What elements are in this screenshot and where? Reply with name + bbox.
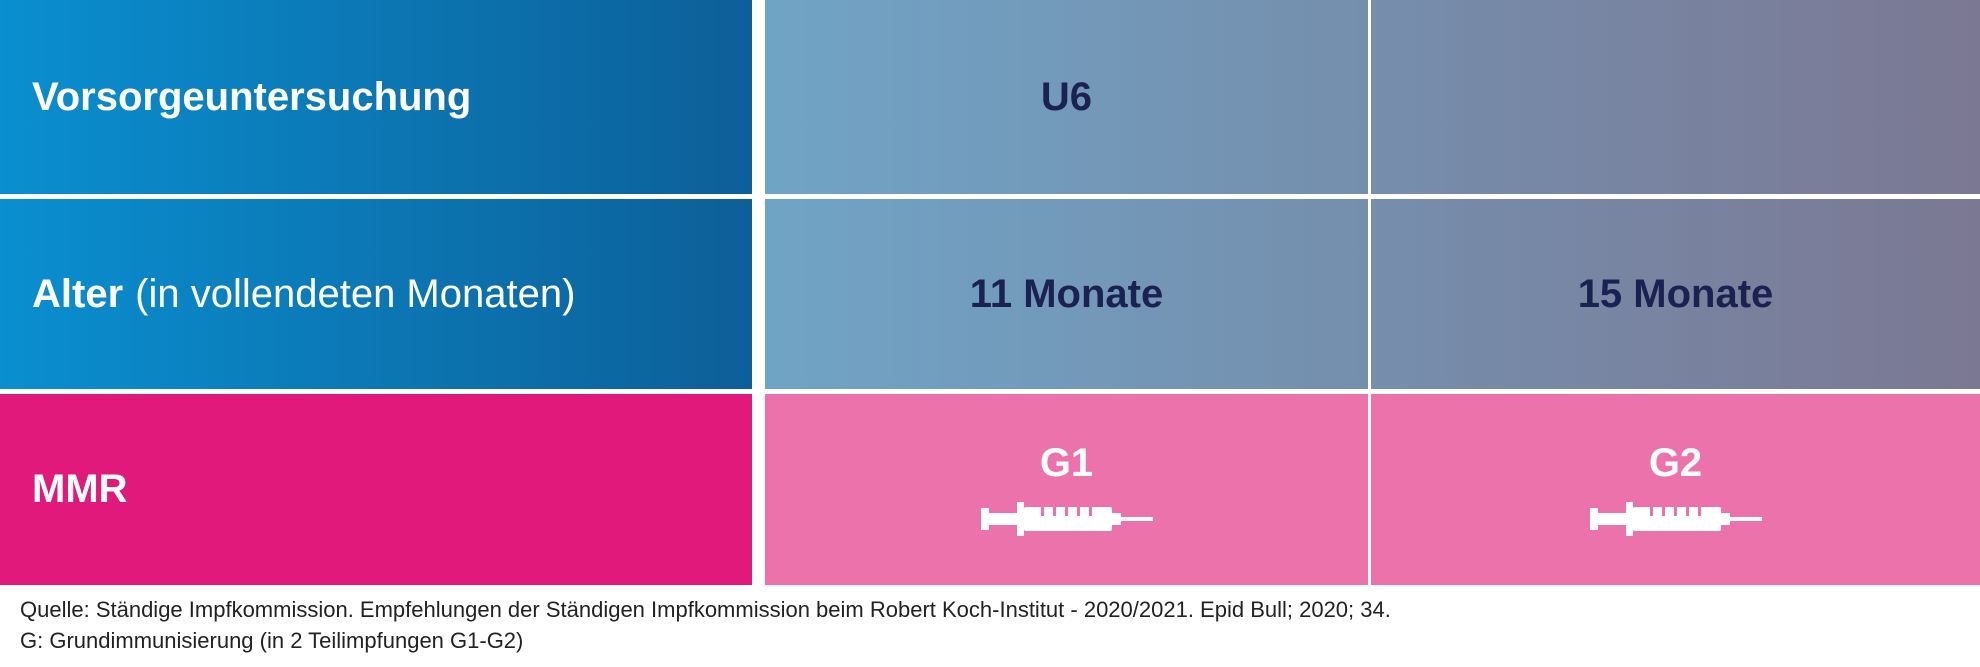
label-text: Vorsorgeuntersuchung bbox=[32, 74, 472, 119]
cell-text: G2 bbox=[1648, 441, 1703, 485]
row-label: Alter (in vollendeten Monaten) bbox=[0, 199, 752, 389]
syringe-icon bbox=[980, 502, 1153, 536]
label-text: MMR bbox=[32, 467, 128, 511]
cell-text: G1 bbox=[1039, 441, 1094, 485]
label-note: (in vollendeten Monaten) bbox=[135, 271, 576, 316]
row-label: Vorsorgeuntersuchung bbox=[0, 0, 752, 194]
cell-text: 15 Monate bbox=[1577, 271, 1774, 316]
cell: 15 Monate bbox=[1371, 199, 1980, 389]
cell: U6 bbox=[765, 0, 1368, 194]
cell: G2 bbox=[1371, 394, 1980, 585]
footer-note: G: Grundimmunisierung (in 2 Teilimpfunge… bbox=[20, 628, 524, 653]
label-text: Alter bbox=[32, 271, 124, 316]
cell-text: U6 bbox=[1040, 74, 1093, 119]
cell: 11 Monate bbox=[765, 199, 1368, 389]
row-label: MMR bbox=[0, 394, 752, 585]
syringe-icon bbox=[1589, 502, 1762, 536]
divider bbox=[765, 194, 1980, 199]
cell-text: 11 Monate bbox=[969, 271, 1164, 316]
cell: G1 bbox=[765, 394, 1368, 585]
footer-source: Quelle: Ständige Impfkommission. Empfehl… bbox=[20, 597, 1391, 622]
